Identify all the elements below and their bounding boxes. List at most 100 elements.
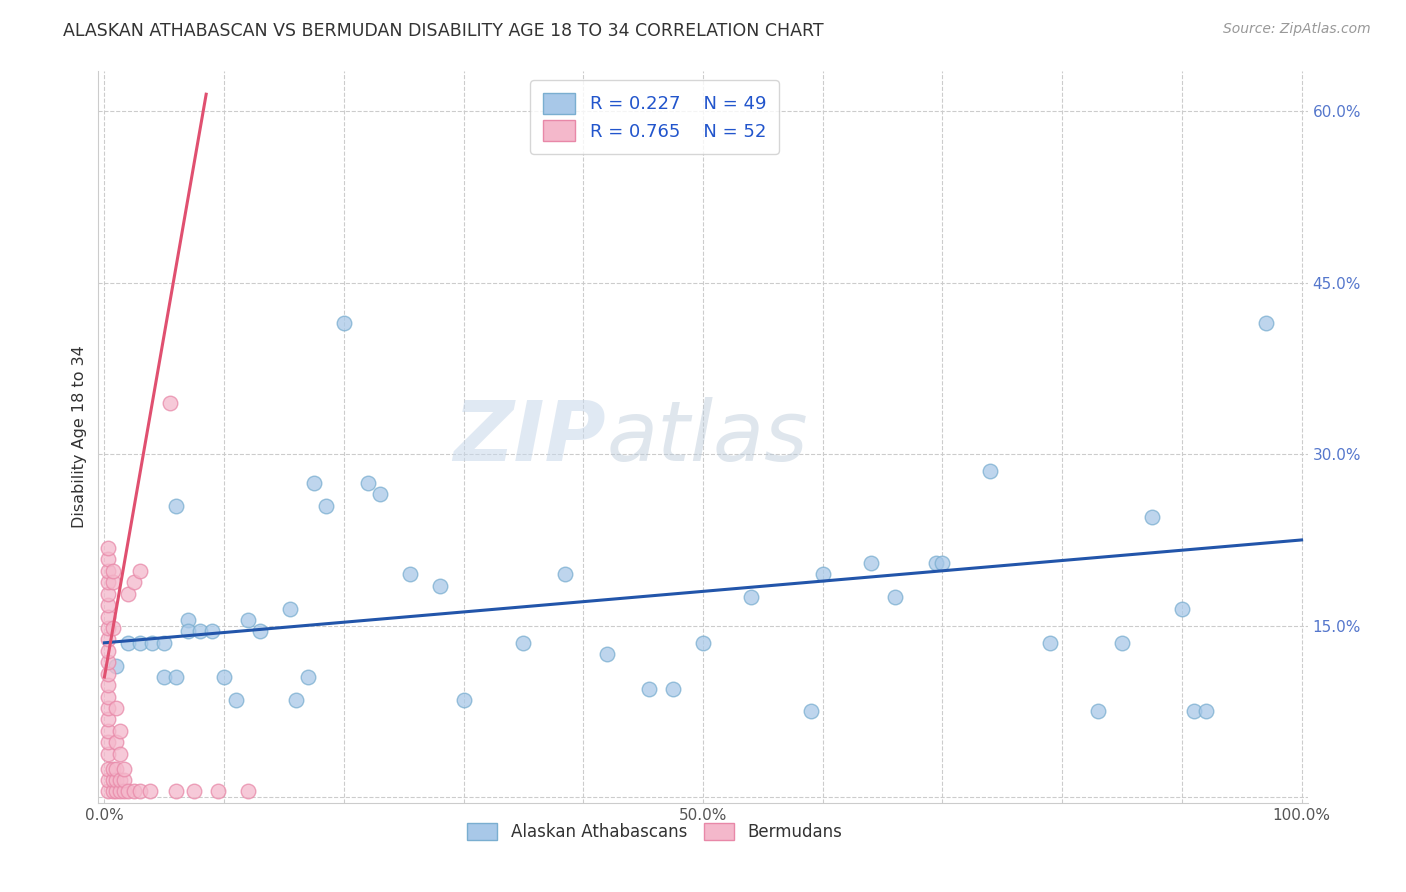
Point bbox=[596, 647, 619, 661]
Point bbox=[101, 762, 124, 776]
Point bbox=[97, 723, 120, 738]
Point bbox=[105, 735, 128, 749]
Y-axis label: Disability Age 18 to 34: Disability Age 18 to 34 bbox=[72, 346, 87, 528]
Point bbox=[101, 784, 124, 798]
Point bbox=[638, 681, 661, 696]
Point bbox=[101, 772, 124, 787]
Point bbox=[302, 475, 325, 490]
Point bbox=[554, 567, 576, 582]
Point bbox=[249, 624, 271, 639]
Point bbox=[297, 670, 319, 684]
Point bbox=[105, 701, 128, 715]
Point bbox=[1111, 636, 1133, 650]
Point bbox=[105, 762, 128, 776]
Point bbox=[97, 666, 120, 681]
Point bbox=[368, 487, 391, 501]
Point bbox=[398, 567, 420, 582]
Point bbox=[883, 590, 905, 604]
Point bbox=[429, 579, 451, 593]
Point bbox=[97, 552, 120, 566]
Point bbox=[177, 613, 200, 627]
Point bbox=[97, 747, 120, 761]
Point bbox=[188, 624, 211, 639]
Point bbox=[1195, 705, 1218, 719]
Point bbox=[141, 636, 163, 650]
Text: ZIP: ZIP bbox=[454, 397, 606, 477]
Point bbox=[159, 396, 181, 410]
Point bbox=[112, 772, 135, 787]
Point bbox=[129, 636, 152, 650]
Point bbox=[108, 723, 131, 738]
Point bbox=[97, 762, 120, 776]
Point bbox=[124, 575, 146, 590]
Point bbox=[1087, 705, 1109, 719]
Point bbox=[124, 784, 146, 798]
Point bbox=[183, 784, 205, 798]
Point bbox=[117, 587, 139, 601]
Point bbox=[112, 784, 135, 798]
Point bbox=[1171, 601, 1194, 615]
Point bbox=[97, 598, 120, 612]
Point bbox=[97, 541, 120, 555]
Point bbox=[97, 772, 120, 787]
Point bbox=[97, 609, 120, 624]
Text: atlas: atlas bbox=[606, 397, 808, 477]
Point bbox=[97, 655, 120, 669]
Point bbox=[139, 784, 162, 798]
Point bbox=[153, 636, 176, 650]
Point bbox=[97, 690, 120, 704]
Point bbox=[1182, 705, 1205, 719]
Point bbox=[97, 564, 120, 578]
Point bbox=[177, 624, 200, 639]
Point bbox=[108, 784, 131, 798]
Point bbox=[101, 575, 124, 590]
Point bbox=[207, 784, 229, 798]
Point bbox=[101, 564, 124, 578]
Text: Source: ZipAtlas.com: Source: ZipAtlas.com bbox=[1223, 22, 1371, 37]
Point bbox=[284, 693, 307, 707]
Point bbox=[453, 693, 475, 707]
Point bbox=[512, 636, 534, 650]
Point bbox=[1254, 316, 1277, 330]
Point bbox=[105, 784, 128, 798]
Point bbox=[278, 601, 301, 615]
Point bbox=[112, 762, 135, 776]
Point bbox=[236, 613, 259, 627]
Point bbox=[979, 464, 1001, 478]
Point bbox=[662, 681, 685, 696]
Point bbox=[117, 636, 139, 650]
Point bbox=[925, 556, 948, 570]
Point bbox=[201, 624, 224, 639]
Point bbox=[97, 784, 120, 798]
Point bbox=[165, 784, 187, 798]
Point bbox=[101, 621, 124, 635]
Point bbox=[165, 499, 187, 513]
Point bbox=[105, 772, 128, 787]
Point bbox=[811, 567, 834, 582]
Point bbox=[129, 784, 152, 798]
Point bbox=[153, 670, 176, 684]
Point bbox=[236, 784, 259, 798]
Legend: Alaskan Athabascans, Bermudans: Alaskan Athabascans, Bermudans bbox=[458, 814, 851, 849]
Point bbox=[740, 590, 762, 604]
Point bbox=[859, 556, 882, 570]
Point bbox=[357, 475, 380, 490]
Point bbox=[931, 556, 953, 570]
Point bbox=[105, 658, 128, 673]
Point bbox=[108, 772, 131, 787]
Point bbox=[108, 747, 131, 761]
Point bbox=[692, 636, 714, 650]
Point bbox=[333, 316, 356, 330]
Point bbox=[97, 587, 120, 601]
Point bbox=[225, 693, 247, 707]
Point bbox=[117, 784, 139, 798]
Point bbox=[97, 712, 120, 726]
Text: ALASKAN ATHABASCAN VS BERMUDAN DISABILITY AGE 18 TO 34 CORRELATION CHART: ALASKAN ATHABASCAN VS BERMUDAN DISABILIT… bbox=[63, 22, 824, 40]
Point bbox=[1039, 636, 1062, 650]
Point bbox=[97, 644, 120, 658]
Point bbox=[97, 678, 120, 692]
Point bbox=[315, 499, 337, 513]
Point bbox=[212, 670, 235, 684]
Point bbox=[1140, 510, 1163, 524]
Point bbox=[97, 621, 120, 635]
